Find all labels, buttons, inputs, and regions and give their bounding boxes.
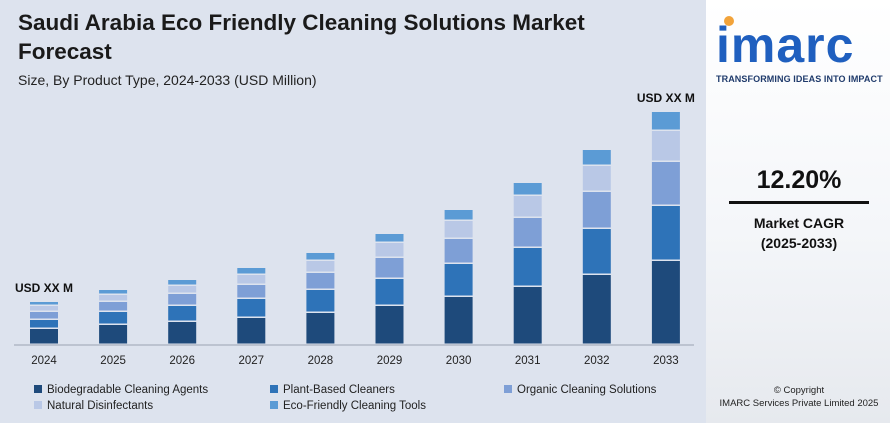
copyright-line1: © Copyright [773,385,825,396]
bar-segment-2033-4 [651,131,680,161]
bar-segment-2033-1 [651,261,680,344]
bar-segment-2032-4 [582,166,611,191]
legend-item-4: Natural Disinfectants [34,400,153,412]
legend-item-5: Eco-Friendly Cleaning Tools [270,400,426,412]
bar-segment-2027-5 [237,268,266,274]
x-tick-label-2029: 2029 [377,355,403,367]
bar-segment-2024-3 [30,312,58,319]
legend-swatch [270,401,278,409]
bar-segment-2029-1 [375,306,404,344]
bar-segment-2029-3 [375,258,404,278]
legend-label: Biodegradable Cleaning Agents [47,384,209,396]
legend-label: Eco-Friendly Cleaning Tools [283,400,426,412]
data-label-2033: USD XX M [637,91,695,105]
bar-segment-2028-5 [306,253,335,260]
cagr-value: 12.20% [756,166,842,194]
bar-segment-2028-3 [306,273,335,289]
bar-segment-2033-2 [651,206,680,260]
bar-segment-2032-3 [582,192,611,228]
x-tick-label-2030: 2030 [446,355,472,367]
legend-item-1: Biodegradable Cleaning Agents [34,384,208,396]
x-tick-label-2024: 2024 [31,355,57,367]
legend-item-3: Organic Cleaning Solutions [504,384,656,396]
x-tick-label-2028: 2028 [308,355,334,367]
bar-segment-2027-3 [237,285,266,298]
stacked-bar-chart: 2024 2025 2026 2027 2028 2029 2030 2031 2032 2033… [14,91,695,367]
bar-segment-2029-2 [375,279,404,305]
bar-segment-2025-2 [99,312,128,324]
bar-segment-2026-1 [168,322,197,344]
x-tick-label-2025: 2025 [100,355,126,367]
legend-swatch [504,385,512,393]
cagr-divider [729,201,869,204]
bar-segment-2029-4 [375,243,404,257]
bar-segment-2025-1 [99,325,128,344]
bar-segment-2025-5 [99,290,128,294]
brand-panel: 50000.058048 [706,0,890,423]
copyright-line2: IMARC Services Private Limited 2025 [719,398,879,409]
imarc-logo: imarc TRANSFORMING IDEAS INTO IMPACT [716,16,886,84]
legend-swatch [270,385,278,393]
bar-segment-2030-4 [444,221,473,238]
bar-segment-2024-1 [30,329,58,344]
x-tick-label-2027: 2027 [239,355,265,367]
bar-segment-2030-5 [444,210,473,220]
chart-subtitle: Size, By Product Type, 2024-2033 (USD Mi… [18,72,317,88]
copyright: © Copyright IMARC Services Private Limit… [712,384,886,410]
bar-segment-2026-3 [168,294,197,305]
bar-segment-2025-4 [99,295,128,301]
bar-segment-2024-5 [30,302,58,305]
bar-segment-2026-4 [168,286,197,293]
bar-segment-2028-1 [306,313,335,344]
bar-segment-2027-2 [237,299,266,317]
x-tick-label-2026: 2026 [169,355,195,367]
bar-segment-2033-3 [651,162,680,205]
bar-segment-2030-3 [444,239,473,263]
legend-label: Organic Cleaning Solutions [517,384,657,396]
data-label-2024: USD XX M [15,281,73,295]
bar-segment-2030-2 [444,264,473,296]
bar-segment-2031-2 [513,248,542,286]
logo-tagline: TRANSFORMING IDEAS INTO IMPACT [716,74,883,84]
bar-segment-2027-1 [237,318,266,344]
legend-swatch [34,401,42,409]
bar-segment-2033-5 [651,112,680,130]
bar-segment-2031-3 [513,218,542,247]
bar-segment-2028-4 [306,261,335,272]
legend-label: Plant-Based Cleaners [283,384,395,396]
bar-segment-2027-4 [237,275,266,284]
bar-segment-2026-5 [168,280,197,285]
logo-wordmark: imarc [716,16,855,73]
bar-segment-2024-4 [30,306,58,311]
chart-title: Saudi Arabia Eco Friendly Cleaning Solut… [18,10,585,64]
cagr-label-line2: (2025-2033) [760,235,838,251]
bar-segment-2028-2 [306,290,335,312]
bar-segment-2032-2 [582,229,611,274]
logo-dot-icon [724,16,734,26]
cagr-label-line1: Market CAGR [753,215,845,231]
bar-segment-2032-5 [582,150,611,165]
cagr-label: Market CAGR (2025-2033) [716,213,882,253]
bar-segment-2031-1 [513,287,542,344]
legend-label: Natural Disinfectants [47,400,154,412]
bar-segment-2032-1 [582,275,611,344]
x-tick-label-2032: 2032 [584,355,610,367]
bar-segment-2030-1 [444,297,473,344]
bar-segment-2031-5 [513,183,542,195]
bar-segment-2029-5 [375,234,404,242]
x-tick-label-2031: 2031 [515,355,541,367]
bar-segment-2024-2 [30,320,58,328]
legend-item-2: Plant-Based Cleaners [270,384,395,396]
bar-segment-2026-2 [168,306,197,321]
bar-segment-2031-4 [513,196,542,217]
legend-swatch [34,385,42,393]
bar-segment-2025-3 [99,302,128,311]
x-tick-label-2033: 2033 [653,355,679,367]
